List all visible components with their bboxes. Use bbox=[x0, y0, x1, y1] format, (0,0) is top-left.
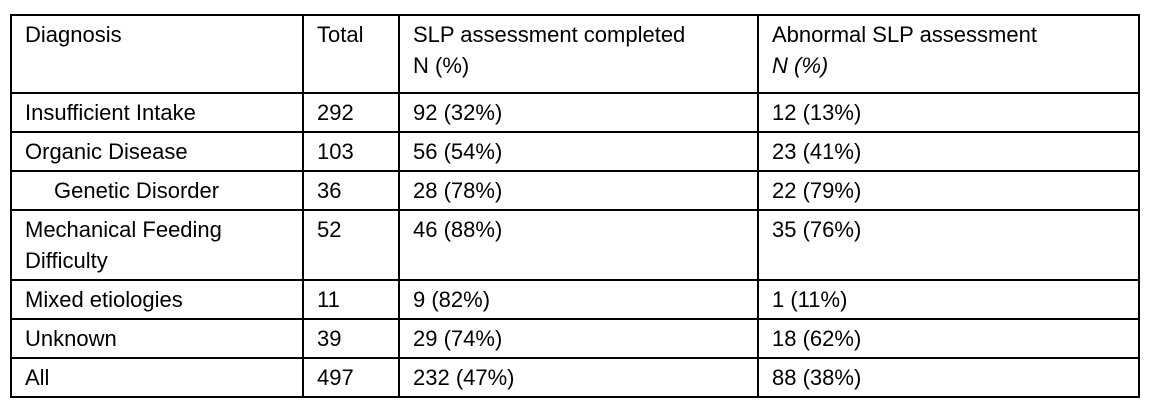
col-header-abnormal-slp: Abnormal SLP assessment N (%) bbox=[757, 14, 1140, 94]
col-header-diagnosis-label: Diagnosis bbox=[25, 22, 122, 47]
col-header-total: Total bbox=[302, 14, 400, 94]
abnormal-slp-value: 22 (79%) bbox=[772, 178, 862, 203]
slp-completed-value: 46 (88%) bbox=[413, 217, 503, 242]
col-header-slp-completed-label: SLP assessment completed bbox=[413, 22, 686, 47]
cell-total: 497 bbox=[302, 357, 400, 398]
cell-slp-completed: 232 (47%) bbox=[398, 357, 759, 398]
cell-abnormal-slp: 23 (41%) bbox=[757, 131, 1140, 172]
cell-abnormal-slp: 18 (62%) bbox=[757, 318, 1140, 359]
cell-abnormal-slp: 1 (11%) bbox=[757, 279, 1140, 320]
cell-diagnosis: Organic Disease bbox=[10, 131, 304, 172]
slp-completed-value: 232 (47%) bbox=[413, 365, 515, 390]
abnormal-slp-value: 88 (38%) bbox=[772, 365, 862, 390]
abnormal-slp-value: 23 (41%) bbox=[772, 139, 862, 164]
cell-total: 52 bbox=[302, 209, 400, 281]
slp-assessment-table: Diagnosis Total SLP assessment completed… bbox=[10, 14, 1140, 398]
abnormal-slp-value: 12 (13%) bbox=[772, 100, 862, 125]
slp-completed-value: 56 (54%) bbox=[413, 139, 503, 164]
diagnosis-value: All bbox=[25, 365, 50, 390]
col-header-abnormal-slp-subline: N (%) bbox=[772, 53, 829, 78]
cell-diagnosis: Mixed etiologies bbox=[10, 279, 304, 320]
cell-diagnosis: Mechanical Feeding Difficulty bbox=[10, 209, 304, 281]
diagnosis-value: Organic Disease bbox=[25, 139, 188, 164]
diagnosis-value: Unknown bbox=[25, 326, 117, 351]
slp-completed-value: 9 (82%) bbox=[413, 287, 491, 312]
cell-total: 36 bbox=[302, 170, 400, 211]
table-row: Organic Disease 103 56 (54%) 23 (41%) bbox=[10, 131, 1140, 172]
total-value: 497 bbox=[317, 365, 354, 390]
cell-total: 39 bbox=[302, 318, 400, 359]
diagnosis-value: Genetic Disorder bbox=[54, 178, 220, 203]
cell-slp-completed: 9 (82%) bbox=[398, 279, 759, 320]
cell-total: 103 bbox=[302, 131, 400, 172]
cell-abnormal-slp: 22 (79%) bbox=[757, 170, 1140, 211]
cell-slp-completed: 29 (74%) bbox=[398, 318, 759, 359]
total-value: 11 bbox=[317, 287, 340, 312]
cell-abnormal-slp: 88 (38%) bbox=[757, 357, 1140, 398]
cell-diagnosis: Insufficient Intake bbox=[10, 92, 304, 133]
cell-slp-completed: 56 (54%) bbox=[398, 131, 759, 172]
table-row: Mixed etiologies 11 9 (82%) 1 (11%) bbox=[10, 279, 1140, 320]
total-value: 103 bbox=[317, 139, 354, 164]
cell-total: 292 bbox=[302, 92, 400, 133]
document-page: Diagnosis Total SLP assessment completed… bbox=[10, 14, 1140, 398]
table-row: All 497 232 (47%) 88 (38%) bbox=[10, 357, 1140, 398]
table-row: Genetic Disorder 36 28 (78%) 22 (79%) bbox=[10, 170, 1140, 211]
slp-completed-value: 92 (32%) bbox=[413, 100, 503, 125]
abnormal-slp-value: 35 (76%) bbox=[772, 217, 862, 242]
table-row: Unknown 39 29 (74%) 18 (62%) bbox=[10, 318, 1140, 359]
cell-total: 11 bbox=[302, 279, 400, 320]
total-value: 292 bbox=[317, 100, 354, 125]
total-value: 39 bbox=[317, 326, 342, 351]
col-header-slp-completed: SLP assessment completed N (%) bbox=[398, 14, 759, 94]
cell-diagnosis: Genetic Disorder bbox=[10, 170, 304, 211]
abnormal-slp-value: 18 (62%) bbox=[772, 326, 862, 351]
header-row: Diagnosis Total SLP assessment completed… bbox=[10, 14, 1140, 94]
total-value: 52 bbox=[317, 217, 342, 242]
slp-completed-value: 28 (78%) bbox=[413, 178, 503, 203]
diagnosis-value: Mechanical Feeding Difficulty bbox=[25, 217, 222, 273]
diagnosis-value: Insufficient Intake bbox=[25, 100, 196, 125]
cell-slp-completed: 46 (88%) bbox=[398, 209, 759, 281]
cell-abnormal-slp: 35 (76%) bbox=[757, 209, 1140, 281]
table-row: Mechanical Feeding Difficulty 52 46 (88%… bbox=[10, 209, 1140, 281]
diagnosis-value: Mixed etiologies bbox=[25, 287, 183, 312]
slp-completed-value: 29 (74%) bbox=[413, 326, 503, 351]
total-value: 36 bbox=[317, 178, 342, 203]
cell-diagnosis: All bbox=[10, 357, 304, 398]
table-row: Insufficient Intake 292 92 (32%) 12 (13%… bbox=[10, 92, 1140, 133]
col-header-total-label: Total bbox=[317, 22, 364, 47]
cell-abnormal-slp: 12 (13%) bbox=[757, 92, 1140, 133]
col-header-abnormal-slp-label: Abnormal SLP assessment bbox=[772, 22, 1037, 47]
cell-slp-completed: 28 (78%) bbox=[398, 170, 759, 211]
abnormal-slp-value: 1 (11%) bbox=[772, 287, 848, 312]
cell-slp-completed: 92 (32%) bbox=[398, 92, 759, 133]
col-header-slp-completed-subline: N (%) bbox=[413, 53, 470, 78]
cell-diagnosis: Unknown bbox=[10, 318, 304, 359]
col-header-diagnosis: Diagnosis bbox=[10, 14, 304, 94]
